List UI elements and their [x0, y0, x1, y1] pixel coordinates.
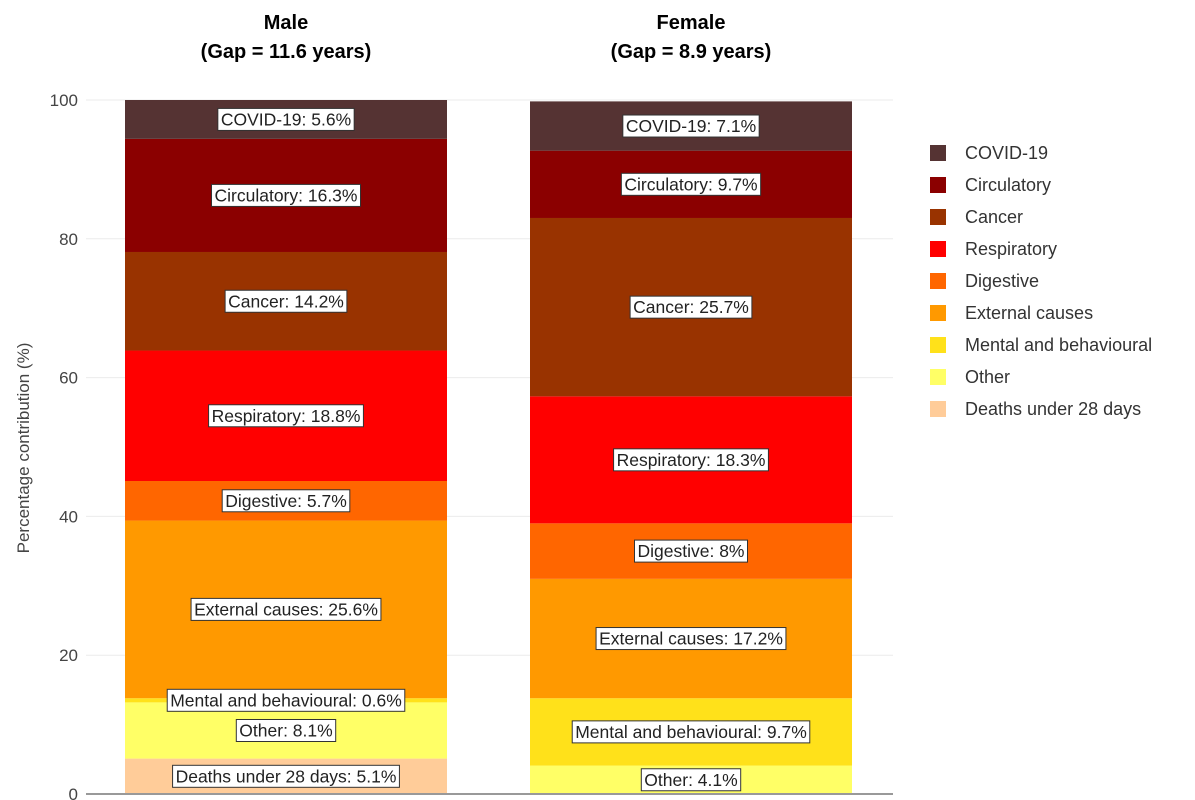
data-label: Circulatory: 9.7%: [624, 174, 757, 194]
legend-item-mental-and-behavioural: Mental and behavioural: [930, 335, 1152, 355]
legend-item-respiratory: Respiratory: [930, 239, 1057, 259]
legend-item-cancer: Cancer: [930, 207, 1023, 227]
legend-swatch: [930, 401, 946, 417]
legend-item-digestive: Digestive: [930, 271, 1039, 291]
segment-label-male-external-causes: External causes: 25.6%: [190, 597, 382, 621]
label-box: [634, 539, 748, 563]
legend-item-external-causes: External causes: [930, 303, 1093, 323]
y-axis-title: Percentage contribution (%): [14, 343, 33, 554]
y-tick-label: 0: [69, 785, 78, 800]
data-label: COVID-19: 7.1%: [626, 116, 756, 136]
data-label: External causes: 17.2%: [599, 629, 783, 649]
segment-label-female-other: Other: 4.1%: [640, 768, 742, 792]
legend-item-covid-19: COVID-19: [930, 143, 1048, 163]
data-label: Respiratory: 18.3%: [617, 450, 766, 470]
panel-title-female: Female: [657, 12, 726, 34]
legend-item-deaths-under-28-days: Deaths under 28 days: [930, 399, 1141, 419]
segment-label-male-cancer: Cancer: 14.2%: [224, 289, 348, 313]
legend-label: Cancer: [965, 207, 1023, 227]
legend-swatch: [930, 273, 946, 289]
panel-titles: Male (Gap = 11.6 years) Female (Gap = 8.9 y…: [201, 12, 772, 63]
segment-label-female-digestive: Digestive: 8%: [634, 539, 748, 563]
label-box: [235, 718, 337, 742]
y-tick-label: 100: [50, 91, 78, 110]
data-label: Other: 4.1%: [644, 770, 737, 790]
panel-title-male: Male: [264, 12, 308, 34]
data-label: Deaths under 28 days: 5.1%: [176, 766, 397, 786]
segment-label-female-cancer: Cancer: 25.7%: [629, 295, 753, 319]
legend-swatch: [930, 177, 946, 193]
label-box: [208, 404, 364, 428]
data-label: External causes: 25.6%: [194, 599, 378, 619]
label-box: [571, 720, 811, 744]
legend-swatch: [930, 209, 946, 225]
panel-subtitle-female: (Gap = 8.9 years): [611, 41, 772, 63]
y-tick-label: 20: [59, 646, 78, 665]
legend-swatch: [930, 241, 946, 257]
label-box: [166, 688, 406, 712]
legend-label: COVID-19: [965, 143, 1048, 163]
data-label: Digestive: 8%: [638, 541, 745, 561]
legend-label: Circulatory: [965, 175, 1051, 195]
segment-label-male-respiratory: Respiratory: 18.8%: [208, 404, 364, 428]
legend-swatch: [930, 145, 946, 161]
legend-label: Respiratory: [965, 239, 1057, 259]
label-box: [595, 627, 787, 651]
label-box: [622, 114, 760, 138]
label-box: [224, 289, 348, 313]
y-tick-label: 80: [59, 230, 78, 249]
segment-label-female-covid-19: COVID-19: 7.1%: [622, 114, 760, 138]
label-box: [620, 172, 762, 196]
legend-item-other: Other: [930, 367, 1010, 387]
data-label: Mental and behavioural: 0.6%: [170, 690, 402, 710]
legend-swatch: [930, 369, 946, 385]
segment-label-male-covid-19: COVID-19: 5.6%: [217, 107, 355, 131]
legend-label: Mental and behavioural: [965, 335, 1152, 355]
legend-label: Other: [965, 367, 1010, 387]
label-box: [217, 107, 355, 131]
y-tick-label: 40: [59, 507, 78, 526]
legend-label: Deaths under 28 days: [965, 399, 1141, 419]
data-label: Cancer: 14.2%: [228, 291, 344, 311]
legend-label: External causes: [965, 303, 1093, 323]
segment-label-male-circulatory: Circulatory: 16.3%: [211, 183, 361, 207]
segment-label-female-external-causes: External causes: 17.2%: [595, 627, 787, 651]
segment-label-female-respiratory: Respiratory: 18.3%: [613, 448, 769, 472]
legend-swatch: [930, 305, 946, 321]
data-label: Mental and behavioural: 9.7%: [575, 722, 807, 742]
y-axis: 0 20 40 60 80 100: [50, 91, 893, 800]
legend-label: Digestive: [965, 271, 1039, 291]
data-label: Cancer: 25.7%: [633, 297, 749, 317]
legend-item-circulatory: Circulatory: [930, 175, 1051, 195]
segment-label-male-digestive: Digestive: 5.7%: [221, 489, 351, 513]
data-label: Other: 8.1%: [239, 720, 332, 740]
segment-label-female-mental-and-behavioural: Mental and behavioural: 9.7%: [571, 720, 811, 744]
label-box: [172, 764, 400, 788]
panel-subtitle-male: (Gap = 11.6 years): [201, 41, 372, 63]
legend: COVID-19 Circulatory Cancer Respiratory Dige…: [930, 143, 1152, 419]
segment-label-male-mental-and-behavioural: Mental and behavioural: 0.6%: [166, 688, 406, 712]
data-label: Respiratory: 18.8%: [212, 406, 361, 426]
data-label: COVID-19: 5.6%: [221, 109, 351, 129]
segment-label-female-circulatory: Circulatory: 9.7%: [620, 172, 762, 196]
data-label: Circulatory: 16.3%: [215, 185, 358, 205]
segment-label-male-deaths-under-28-days: Deaths under 28 days: 5.1%: [172, 764, 400, 788]
label-box: [190, 597, 382, 621]
y-tick-label: 60: [59, 369, 78, 388]
legend-swatch: [930, 337, 946, 353]
segment-label-male-other: Other: 8.1%: [235, 718, 337, 742]
label-box: [640, 768, 742, 792]
label-box: [613, 448, 769, 472]
label-box: [211, 183, 361, 207]
label-box: [221, 489, 351, 513]
data-label: Digestive: 5.7%: [225, 491, 347, 511]
segment-labels: Deaths under 28 days: 5.1% Other: 8.1% Men…: [166, 107, 811, 792]
label-box: [629, 295, 753, 319]
